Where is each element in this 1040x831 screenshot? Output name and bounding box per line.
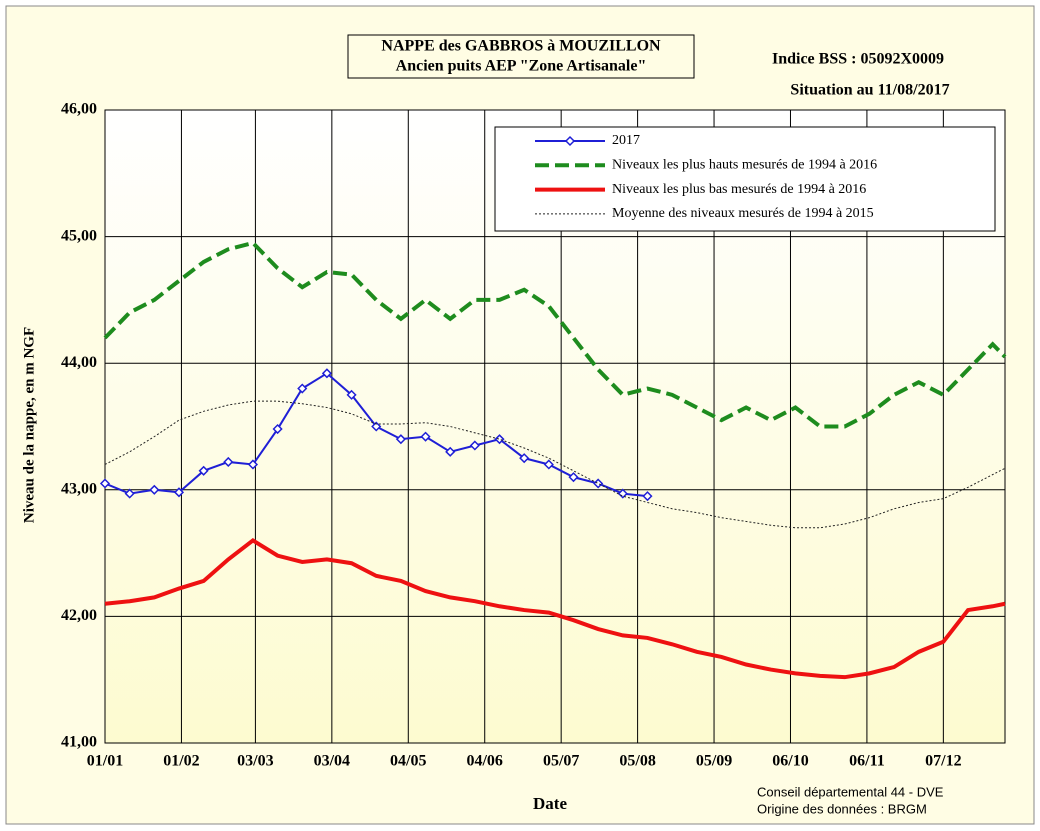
x-tick-label: 03/04 <box>314 753 350 770</box>
data-point <box>272 423 283 435</box>
y-tick-label: 46,00 <box>61 101 97 118</box>
data-point <box>494 434 505 445</box>
legend-label: Niveaux les plus hauts mesurés de 1994 à… <box>612 158 877 173</box>
data-point <box>469 440 480 451</box>
legend-marker <box>564 135 576 147</box>
legend-label: Moyenne des niveaux mesurés de 1994 à 20… <box>612 206 874 221</box>
x-tick-label: 05/08 <box>619 753 655 770</box>
data-point <box>568 472 579 483</box>
x-tick-label: 06/10 <box>772 753 808 770</box>
data-point <box>223 456 234 468</box>
y-tick-label: 44,00 <box>61 354 97 371</box>
annotation: Situation au 11/08/2017 <box>790 82 949 99</box>
data-point <box>321 368 332 379</box>
y-tick-label: 45,00 <box>61 227 97 244</box>
data-point <box>99 478 111 489</box>
data-point <box>519 453 530 464</box>
data-point <box>297 383 308 394</box>
legend-label: 2017 <box>612 133 640 148</box>
data-point <box>420 431 431 442</box>
series-line <box>103 240 1007 429</box>
data-point <box>198 465 209 476</box>
legend-label: Niveaux les plus bas mesurés de 1994 à 2… <box>612 182 866 197</box>
title-box <box>347 34 695 79</box>
data-point <box>617 488 628 499</box>
footer: Conseil départemental 44 - DVE <box>757 784 944 799</box>
series-line <box>104 400 1006 529</box>
x-tick-label: 05/07 <box>543 753 579 770</box>
annotation: Indice BSS : 05092X0009 <box>772 51 944 68</box>
x-tick-label: 01/01 <box>87 753 123 770</box>
chart-title: Ancien puits AEP "Zone Artisanale" <box>396 58 647 75</box>
y-tick-label: 43,00 <box>61 480 97 497</box>
data-point <box>149 484 160 495</box>
data-point <box>642 491 653 502</box>
x-axis-label: Date <box>533 794 567 813</box>
x-tick-label: 04/05 <box>390 753 426 770</box>
x-tick-label: 03/03 <box>237 753 273 770</box>
data-point <box>173 487 185 498</box>
y-axis-label: Niveau de la nappe, en m NGF <box>21 327 37 523</box>
x-tick-label: 04/06 <box>466 753 502 770</box>
data-point <box>247 459 259 470</box>
footer: Origine des données : BRGM <box>757 801 927 816</box>
data-point <box>371 421 382 432</box>
y-tick-label: 42,00 <box>61 607 97 624</box>
data-point <box>395 434 406 445</box>
y-tick-label: 41,00 <box>61 734 97 751</box>
data-point <box>543 459 554 470</box>
legend <box>494 126 996 232</box>
data-point <box>445 446 456 457</box>
data-point <box>593 478 604 489</box>
data-point <box>124 488 135 499</box>
x-tick-label: 07/12 <box>925 753 961 770</box>
series-line <box>104 538 1006 680</box>
x-tick-label: 06/11 <box>849 753 885 770</box>
x-tick-label: 01/02 <box>163 753 199 770</box>
chart-title: NAPPE des GABBROS à MOUZILLON <box>381 38 661 55</box>
x-tick-label: 05/09 <box>696 753 732 770</box>
data-point <box>346 389 357 400</box>
